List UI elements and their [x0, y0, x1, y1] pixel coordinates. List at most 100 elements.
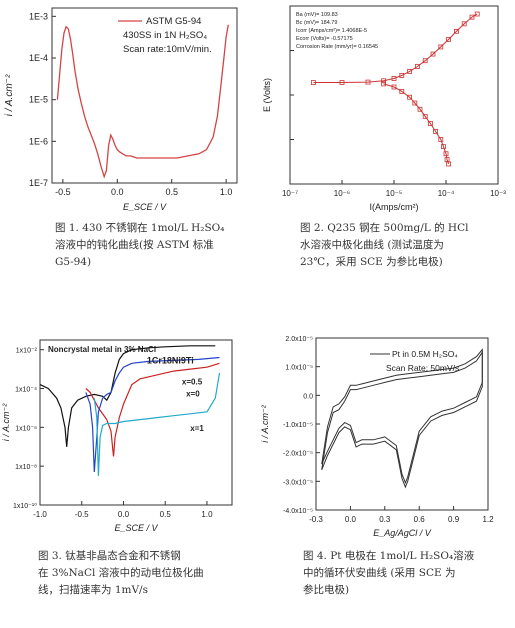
y-tick-label: 1E-7 [29, 178, 48, 188]
data-point [339, 80, 345, 85]
y-tick-label: 1E-3 [29, 11, 48, 21]
data-point [427, 121, 433, 126]
y-tick-label: 2.0x10⁻⁵ [285, 336, 313, 343]
caption-fig4: 图 4. Pt 电极在 1mol/L H₂SO₄溶液 中的循环伏安曲线 (采用 … [303, 550, 475, 596]
data-point [412, 100, 418, 106]
data-point [461, 21, 467, 27]
chart-fig2: 10⁻⁷ 10⁻⁶ 10⁻⁵ 10⁻⁴ 10⁻³ I(Amps/cm²) E (Volts)… [262, 5, 506, 212]
y-tick-label: 1x10⁻⁴ [15, 387, 37, 394]
series-line-x=0 [85, 356, 220, 473]
y-axis-label: i / A.cm⁻² [1, 403, 11, 441]
annotation-scan-rate: Scan rate:10mV/min. [123, 44, 212, 55]
data-point [438, 137, 444, 142]
x-tick-label: 0.0 [111, 187, 124, 197]
x-tick-label: -1.0 [33, 510, 47, 519]
legend-label: Pt in 0.5M H₂SO₄ [392, 349, 458, 359]
series-line-astm [56, 24, 229, 179]
x-tick-label: 0.5 [165, 187, 178, 197]
data-point [422, 113, 428, 119]
y-tick-label: -1.0x10⁻⁵ [283, 422, 313, 429]
series-line-x=0.5 [85, 362, 220, 457]
series-line-x=1 [93, 372, 221, 476]
data-point [446, 36, 452, 42]
y-tick-label: 1E-6 [29, 136, 48, 146]
data-point [440, 144, 446, 150]
y-tick-label: 0.0 [303, 393, 313, 400]
plot-frame [51, 7, 238, 184]
x-tick-label: 10⁻³ [490, 189, 506, 198]
inset-text: Ecorr (Volts)= -0.57175 [296, 36, 353, 42]
y-tick-label: 1x10⁻² [16, 348, 38, 355]
x-tick-label: 1.0 [201, 510, 213, 519]
data-point [438, 44, 444, 50]
series-line-Pt in 0.5M H₂SO₄ [321, 350, 483, 489]
series-line-1Cr18Ni9Ti [39, 345, 216, 447]
x-tick-label: 10⁻⁶ [334, 189, 350, 198]
y-tick-label: -2.0x10⁻⁵ [283, 451, 313, 458]
chart-fig4: -0.3 0.0 0.3 0.6 0.9 1.2 -4.0x10⁻⁵ -3.0x10⁻⁵ -2.… [260, 336, 494, 538]
x-tick-label: -0.3 [309, 515, 323, 524]
x-tick-label: -0.5 [55, 187, 71, 197]
inset-text: Corrosion Rate (mm/yr)= 0.16545 [296, 44, 378, 50]
x-tick-label: 1.0 [220, 187, 233, 197]
inset-text: Bc (mV)= 184.79 [296, 20, 337, 26]
y-tick-label: 1.0x10⁻⁵ [285, 365, 313, 372]
y-axis-label: i / A.cm⁻² [4, 74, 15, 116]
inset-text: Icorr (Amps/cm²)= 1.4068E-5 [296, 28, 367, 34]
data-point [446, 161, 452, 167]
series-line-anodic [313, 13, 478, 83]
x-axis-label: E_Ag/AgCl / V [373, 528, 432, 538]
caption-fig2: 图 2. Q235 钢在 500mg/L 的 HCl 水溶液中极化曲线 (测试温… [300, 222, 469, 268]
y-axis-label: i / A.cm⁻² [260, 404, 270, 442]
x-tick-label: 0.0 [118, 510, 130, 519]
series-label: x=1 [190, 424, 204, 433]
y-tick-label: 1x10⁻⁶ [15, 425, 37, 432]
y-tick-label: 1E-4 [29, 53, 48, 63]
y-tick-label: 1x10⁻¹⁰ [13, 502, 37, 510]
data-point [399, 89, 405, 94]
inset-text: Ba (mV)= 109.83 [296, 12, 338, 18]
chart-fig1: -0.5 0.0 0.5 1.0 1E-7 1E-6 1E-5 1E-4 1E-3 E_SCE /… [4, 7, 238, 212]
data-point [381, 78, 386, 84]
x-tick-label: 0.3 [379, 515, 391, 524]
x-tick-label: 10⁻⁵ [386, 189, 402, 198]
chart-title: Noncrystal metal in 3% NaCl [48, 345, 156, 354]
series-line-cathodic [383, 83, 450, 165]
data-point [417, 106, 423, 112]
y-tick-label: 1x10⁻⁸ [15, 464, 37, 471]
data-point [430, 51, 436, 57]
data-point [381, 81, 386, 87]
y-tick-label: -4.0x10⁻⁵ [283, 508, 313, 515]
data-point [443, 151, 449, 157]
data-point [391, 84, 397, 90]
x-tick-label: 10⁻⁴ [438, 189, 455, 198]
y-tick-label: 1E-5 [29, 95, 48, 105]
x-axis-label: E_SCE / V [123, 202, 167, 212]
data-point [407, 69, 413, 74]
legend-label: ASTM G5-94 [146, 16, 201, 27]
data-point [453, 28, 459, 34]
x-axis-label: I(Amps/cm²) [370, 202, 419, 212]
x-tick-label: 10⁻⁷ [282, 189, 298, 198]
x-tick-label: -0.5 [75, 510, 89, 519]
plot-frame [39, 339, 233, 506]
x-axis-label: E_SCE / V [114, 523, 158, 533]
annotation-scan-rate: Scan Rate: 50mV/s [386, 363, 459, 373]
series-label: x=0 [186, 389, 200, 398]
chart-fig3: -1.0 -0.5 0.0 0.5 1.0 1x10⁻¹⁰ 1x10⁻⁸ 1x10⁻⁶ 1x10… [1, 339, 233, 533]
caption-fig1: 图 1. 430 不锈钢在 1mol/L H₂SO₄ 溶液中的钝化曲线(按 AS… [55, 222, 225, 268]
data-point [399, 73, 405, 78]
x-tick-label: 1.2 [482, 515, 494, 524]
data-point [365, 79, 371, 85]
series-label: x=0.5 [182, 378, 203, 387]
y-axis-label: E (Volts) [262, 78, 272, 112]
data-point [444, 157, 450, 162]
x-tick-label: 0.9 [448, 515, 460, 524]
data-point [474, 11, 480, 17]
series-line-cycle-2 [321, 348, 483, 485]
data-point [414, 64, 420, 69]
y-tick-label: -3.0x10⁻⁵ [283, 479, 313, 486]
data-point [422, 58, 428, 64]
data-point [311, 80, 316, 85]
data-point [433, 129, 439, 134]
